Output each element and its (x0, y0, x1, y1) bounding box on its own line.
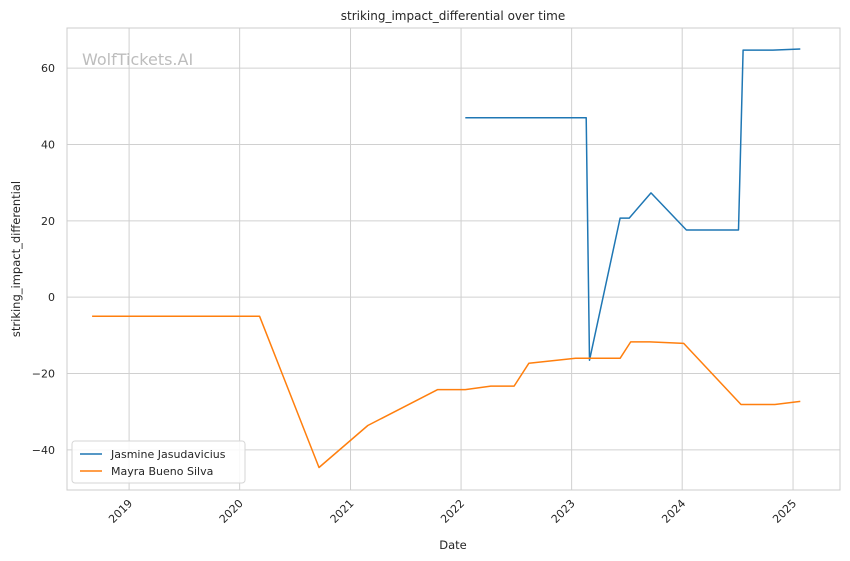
y-tick-labels: −40 −20 0 20 40 60 (32, 62, 55, 457)
x-axis-label: Date (439, 538, 467, 552)
series-line-jasmine-jasudavicius (465, 48, 801, 361)
chart-title: striking_impact_differential over time (341, 9, 566, 23)
y-tick-label: 60 (41, 62, 55, 75)
legend-box (71, 440, 246, 484)
y-tick-label: −20 (32, 368, 55, 381)
x-tick-label: 2021 (328, 497, 357, 526)
x-tick-label: 2025 (770, 497, 799, 526)
x-tick-label: 2020 (217, 497, 246, 526)
y-tick-label: 20 (41, 215, 55, 228)
x-tick-label: 2024 (659, 497, 688, 526)
x-tick-label: 2022 (438, 497, 467, 526)
watermark-text: WolfTickets.AI (82, 50, 193, 69)
plot-frame (66, 27, 841, 491)
legend-label-mayra-bueno-silva: Mayra Bueno Silva (111, 465, 213, 478)
x-tick-label: 2023 (549, 497, 578, 526)
grid-layer (67, 28, 840, 490)
y-tick-label: 40 (41, 138, 55, 151)
legend: Jasmine Jasudavicius Mayra Bueno Silva (71, 440, 246, 484)
y-tick-label: 0 (48, 291, 55, 304)
series-layer (92, 48, 801, 469)
x-tick-labels: 2019 2020 2021 2022 2023 2024 2025 (106, 497, 799, 526)
series-line-mayra-bueno-silva (92, 315, 801, 469)
legend-label-jasmine-jasudavicius: Jasmine Jasudavicius (110, 448, 226, 461)
y-axis-label: striking_impact_differential (9, 181, 23, 337)
y-tick-label: −40 (32, 444, 55, 457)
x-tick-label: 2019 (106, 497, 135, 526)
